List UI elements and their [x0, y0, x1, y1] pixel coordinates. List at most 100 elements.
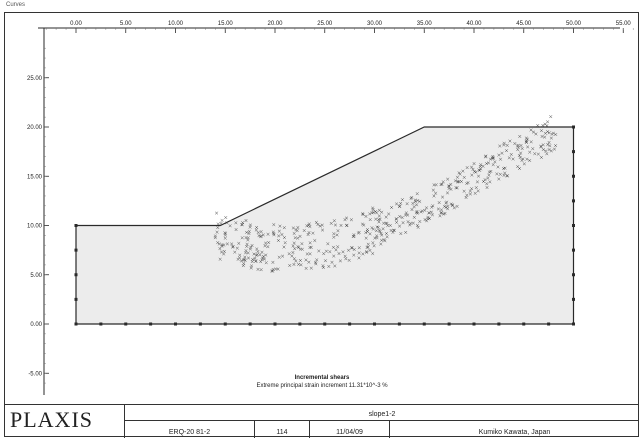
mesh-node [149, 322, 153, 326]
strain-cross [382, 238, 386, 242]
strain-cross [470, 187, 474, 191]
strain-cross [352, 233, 356, 237]
strain-cross [395, 202, 399, 206]
strain-cross [225, 221, 229, 225]
strain-cross [314, 220, 318, 224]
strain-cross [387, 212, 391, 216]
mesh-node [572, 224, 575, 227]
project-code: ERQ-20 81-2 [168, 429, 211, 436]
strain-cross [385, 235, 389, 239]
strain-cross [534, 132, 538, 136]
strain-cross [461, 169, 465, 173]
strain-cross [424, 206, 429, 210]
strain-cross [240, 236, 244, 240]
strain-cross [398, 224, 402, 228]
strain-cross [233, 250, 237, 254]
strain-cross [485, 182, 489, 186]
strain-cross [307, 260, 311, 264]
strain-cross [498, 157, 503, 161]
strain-cross [261, 233, 265, 237]
strain-cross [231, 244, 235, 248]
strain-cross [219, 250, 224, 254]
strain-cross [240, 222, 244, 227]
strain-cross [326, 242, 330, 246]
strain-cross [404, 211, 408, 215]
strain-cross [335, 233, 339, 237]
strain-cross [539, 155, 543, 159]
strain-cross [454, 186, 458, 190]
strain-cross [541, 123, 545, 127]
strain-cross [218, 247, 222, 251]
strain-cross [324, 249, 328, 253]
strain-cross [540, 134, 544, 138]
strain-cross [452, 206, 456, 210]
strain-cross [533, 152, 537, 156]
strain-cross [357, 251, 361, 255]
strain-cross [397, 204, 402, 208]
mesh-node [174, 322, 177, 326]
strain-cross [308, 245, 312, 250]
strain-cross [403, 213, 408, 217]
strain-cross [442, 204, 447, 208]
strain-cross [322, 252, 326, 256]
strain-cross [468, 189, 472, 193]
strain-cross [248, 247, 252, 251]
strain-cross [416, 198, 420, 203]
step-number: 114 [276, 429, 288, 436]
mesh-node [572, 248, 575, 252]
strain-cross [368, 212, 372, 216]
strain-cross [356, 231, 360, 235]
strain-cross [333, 223, 338, 227]
strain-cross [439, 183, 443, 187]
strain-cross [375, 234, 379, 238]
strain-cross [239, 259, 244, 263]
mesh-node [74, 273, 78, 277]
strain-cross [313, 260, 318, 264]
strain-cross [439, 211, 444, 215]
strain-cross [262, 257, 267, 261]
x-tick-label: 0.00 [70, 21, 82, 27]
strain-cross [252, 252, 256, 256]
strain-cross [412, 215, 416, 219]
strain-cross [361, 212, 365, 216]
strain-cross [361, 212, 365, 217]
mesh-node [223, 322, 227, 326]
strain-cross [546, 130, 550, 134]
strain-cross [293, 236, 297, 240]
strain-cross [509, 152, 513, 157]
strain-cross [423, 208, 427, 212]
strain-cross [453, 179, 457, 183]
strain-cross [379, 242, 383, 246]
strain-cross [360, 222, 365, 226]
strain-cross [405, 202, 409, 206]
strain-cross [291, 226, 295, 230]
strain-cross [266, 245, 270, 249]
strain-cross [259, 230, 263, 234]
strain-cross [234, 228, 238, 232]
strain-cross [427, 211, 431, 215]
strain-cross [215, 211, 219, 215]
strain-cross [475, 180, 479, 184]
strain-cross [470, 173, 474, 177]
strain-cross [511, 157, 515, 161]
strain-cross [451, 203, 455, 207]
mesh-node [572, 297, 575, 301]
strain-cross [455, 186, 459, 190]
strain-cross [264, 253, 268, 257]
strain-cross [436, 207, 440, 211]
strain-cross [259, 268, 263, 272]
mesh-node [198, 322, 202, 326]
strain-cross [487, 173, 491, 177]
strain-cross [357, 246, 361, 250]
strain-cross [234, 221, 238, 225]
strain-cross [472, 169, 476, 174]
strain-cross [321, 264, 325, 268]
strain-cross [230, 242, 234, 246]
strain-cross [486, 176, 490, 180]
strain-cross [544, 149, 548, 153]
strain-cross [502, 143, 506, 147]
strain-cross [364, 236, 368, 240]
strain-cross [447, 184, 451, 188]
strain-cross [495, 172, 499, 176]
strain-cross [486, 161, 491, 165]
